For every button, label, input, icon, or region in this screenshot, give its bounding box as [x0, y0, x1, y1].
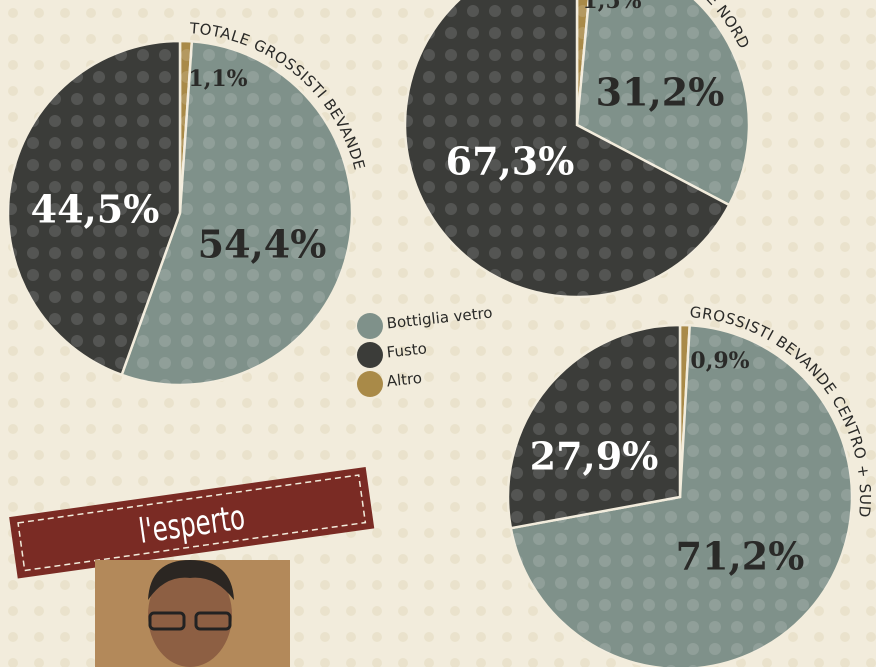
value-label: 44,5%	[31, 187, 160, 232]
legend-label: Fusto	[386, 339, 428, 361]
expert-photo	[95, 560, 290, 667]
value-label: 1,5%	[582, 0, 641, 14]
value-label: 0,9%	[690, 348, 749, 374]
photo-hair	[148, 560, 234, 600]
banner: l'esperto	[9, 466, 375, 579]
value-label: 67,3%	[446, 139, 575, 184]
value-label: 31,2%	[596, 70, 725, 115]
legend-label: Altro	[386, 369, 423, 391]
banner-stitch	[17, 474, 367, 572]
photo-glasses	[148, 611, 186, 631]
legend-swatch	[357, 313, 383, 339]
photo-head	[148, 563, 232, 667]
value-label: 27,9%	[530, 434, 659, 479]
legend-swatch	[357, 342, 383, 368]
value-label: 1,1%	[188, 66, 247, 92]
value-label: 54,4%	[198, 222, 327, 267]
photo-glasses	[194, 611, 232, 631]
banner-ribbon	[9, 466, 375, 579]
value-label: 71,2%	[676, 534, 805, 579]
legend-swatch	[357, 371, 383, 397]
